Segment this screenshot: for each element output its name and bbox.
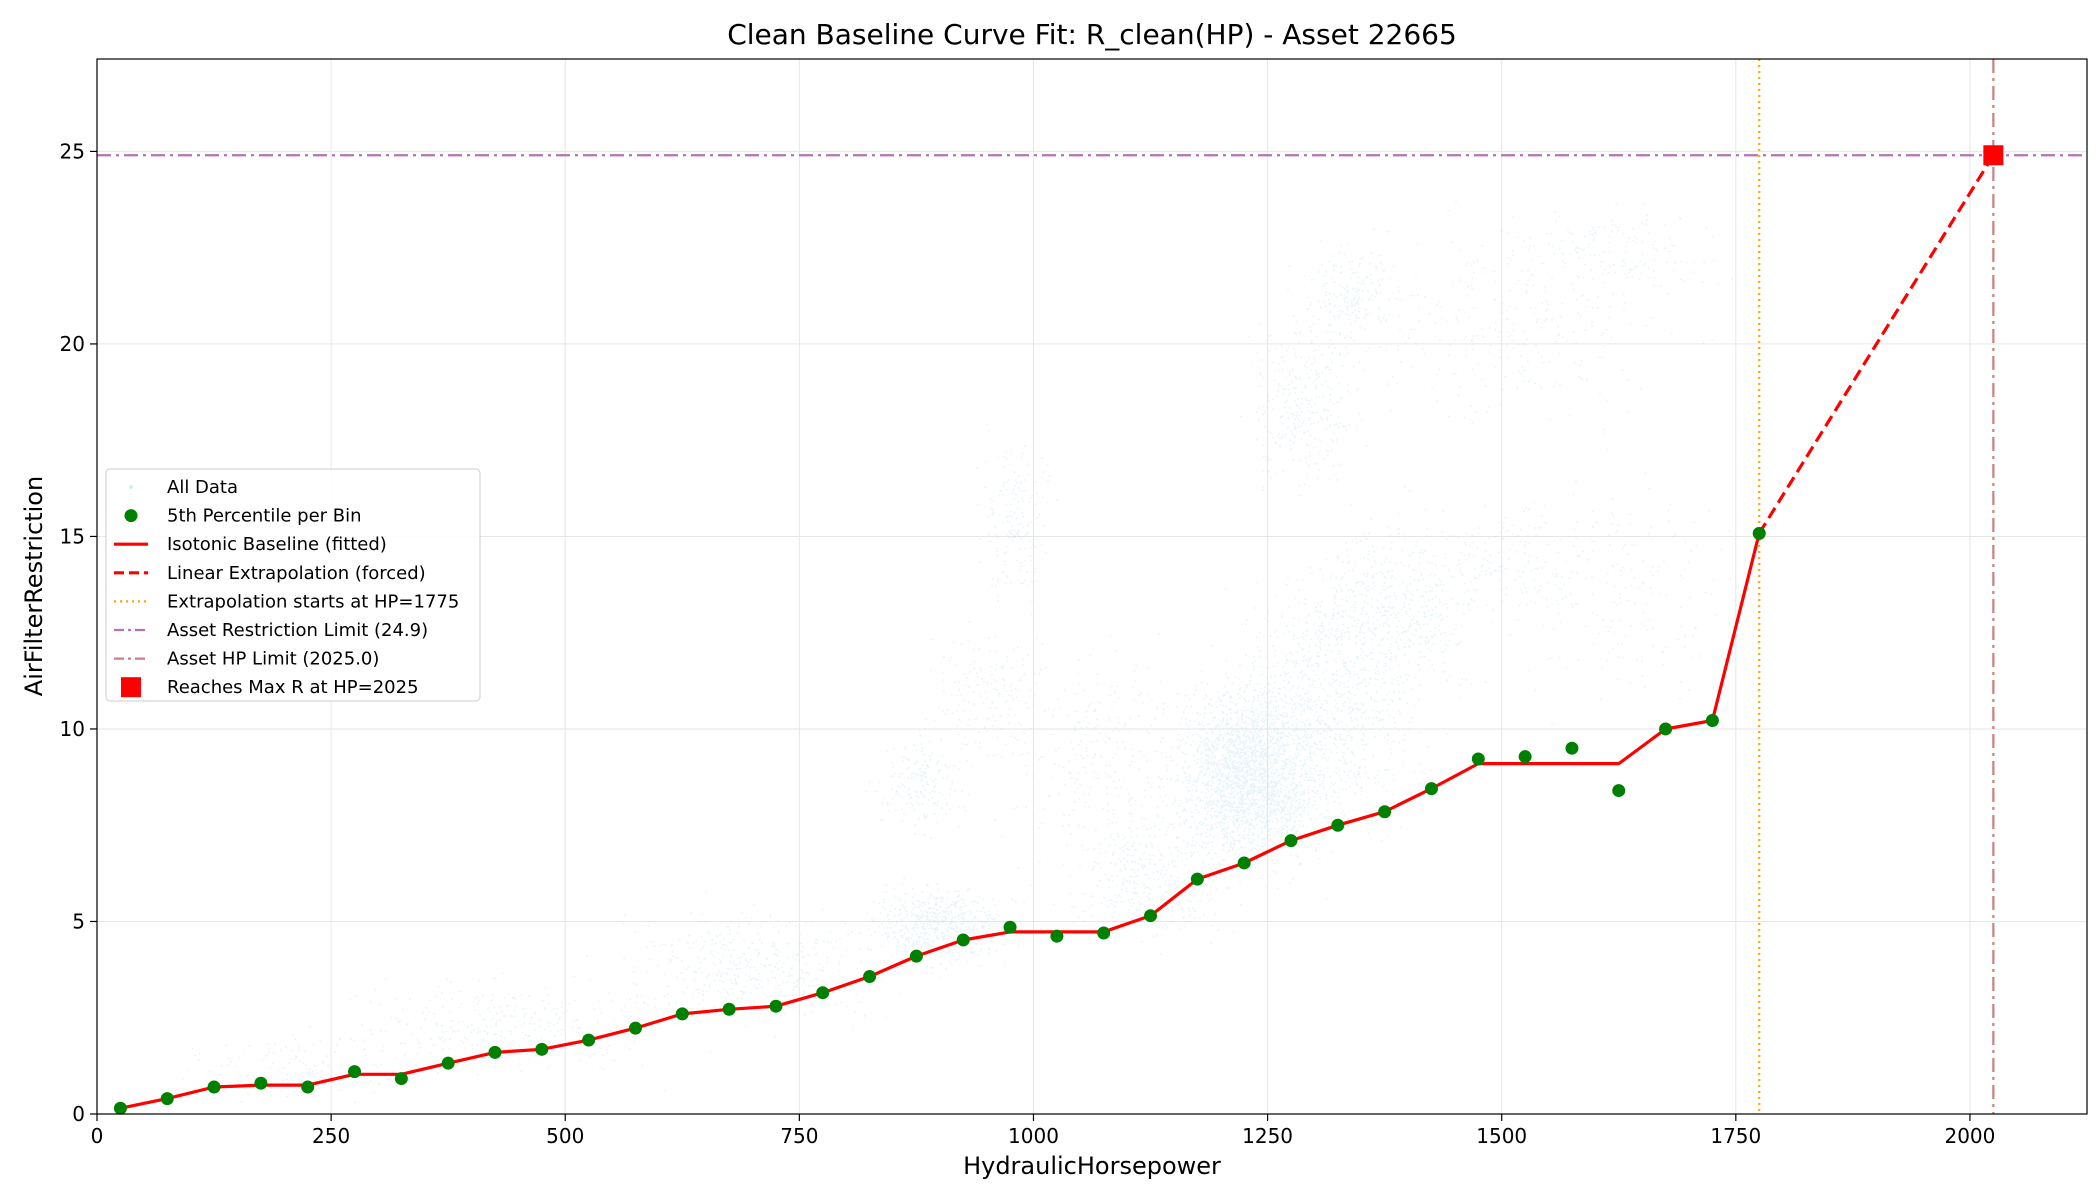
y-axis-title: AirFilterRestriction: [20, 476, 48, 696]
isotonic-baseline-line: [120, 533, 1761, 1110]
percentile-point: [863, 970, 877, 984]
legend-label: Reaches Max R at HP=2025: [167, 677, 419, 698]
legend-item: 5th Percentile per Bin: [124, 506, 362, 527]
percentile-point: [582, 1033, 596, 1047]
percentile-point: [1097, 926, 1111, 940]
x-axis-title: HydraulicHorsepower: [963, 1152, 1221, 1180]
percentile-point: [675, 1007, 689, 1021]
legend-item: Asset HP Limit (2025.0): [114, 649, 379, 670]
legend-item: Reaches Max R at HP=2025: [121, 677, 419, 698]
legend-all-data-swatch: [129, 485, 133, 489]
x-tick-label: 1750: [1710, 1124, 1761, 1148]
y-tick-label: 10: [60, 717, 85, 741]
legend-percentile-swatch: [124, 509, 138, 523]
percentile-point: [628, 1021, 642, 1035]
percentile-point: [769, 999, 783, 1013]
legend: All Data 5th Percentile per Bin Isotonic B…: [105, 468, 481, 702]
reference-lines: [97, 59, 2087, 1114]
x-tick-label: 750: [780, 1124, 818, 1148]
percentile-point: [113, 1101, 127, 1115]
plot-frame: [96, 58, 2088, 1115]
percentile-point: [254, 1076, 268, 1090]
x-tick-label: 2000: [1944, 1124, 1995, 1148]
percentile-point: [1659, 722, 1673, 736]
percentile-point: [909, 949, 923, 963]
legend-label: Asset Restriction Limit (24.9): [167, 620, 428, 641]
y-tick-label: 5: [72, 909, 85, 933]
percentile-point: [816, 986, 830, 1000]
percentile-point: [956, 933, 970, 947]
legend-items: All Data 5th Percentile per Bin Isotonic B…: [114, 477, 459, 698]
x-axis-ticks: 0 250 500 750 1000 1250 1500 1750 2000: [91, 1114, 1995, 1148]
legend-label: Linear Extrapolation (forced): [167, 563, 426, 584]
percentile-point: [301, 1080, 315, 1094]
legend-item: Extrapolation starts at HP=1775: [114, 591, 459, 612]
legend-label: All Data: [167, 477, 238, 498]
legend-item: Asset Restriction Limit (24.9): [114, 620, 428, 641]
series-lines: [120, 154, 1995, 1110]
linear-extrapolation-line: [1757, 154, 1995, 535]
legend-label: Extrapolation starts at HP=1775: [167, 591, 459, 612]
percentile-point: [207, 1080, 221, 1094]
percentile-point: [1144, 909, 1158, 923]
percentile-point: [1284, 834, 1298, 848]
percentile-point: [1612, 784, 1626, 798]
percentile-point: [488, 1045, 502, 1059]
legend-item: Isotonic Baseline (fitted): [114, 534, 387, 555]
legend-label: Asset HP Limit (2025.0): [167, 649, 379, 670]
chart-title: Clean Baseline Curve Fit: R_clean(HP) - …: [727, 18, 1457, 51]
x-tick-label: 250: [312, 1124, 350, 1148]
percentile-point: [1424, 782, 1438, 796]
x-tick-label: 1500: [1476, 1124, 1527, 1148]
legend-box: [105, 468, 481, 702]
percentile-point: [1331, 818, 1345, 832]
x-tick-label: 1250: [1242, 1124, 1293, 1148]
y-tick-label: 15: [60, 524, 85, 548]
percentile-point: [1752, 526, 1766, 540]
percentile-point: [394, 1072, 408, 1086]
percentile-point: [1518, 750, 1532, 764]
percentile-point: [160, 1092, 174, 1106]
percentile-point: [1003, 920, 1017, 934]
x-tick-label: 500: [546, 1124, 584, 1148]
percentile-points: [113, 145, 2004, 1115]
percentile-point: [722, 1002, 736, 1016]
percentile-point: [1050, 929, 1064, 943]
x-tick-label: 1000: [1008, 1124, 1059, 1148]
legend-item: Linear Extrapolation (forced): [114, 563, 426, 584]
percentile-point: [441, 1056, 455, 1070]
y-tick-label: 20: [60, 332, 85, 356]
legend-label: Isotonic Baseline (fitted): [167, 534, 387, 555]
percentile-point: [1565, 741, 1579, 755]
y-axis-ticks: 0 5 10 15 20 25: [60, 139, 97, 1126]
percentile-point: [1190, 872, 1204, 886]
percentile-point: [1705, 713, 1719, 727]
percentile-point: [1378, 805, 1392, 819]
percentile-point: [1471, 752, 1485, 766]
legend-label: 5th Percentile per Bin: [167, 506, 362, 527]
percentile-point: [535, 1042, 549, 1056]
legend-max-marker-swatch: [121, 677, 141, 698]
legend-item: All Data: [129, 477, 238, 498]
x-tick-label: 0: [91, 1124, 104, 1148]
y-tick-label: 0: [72, 1102, 85, 1126]
percentile-point: [1237, 856, 1251, 870]
percentile-point: [348, 1065, 362, 1079]
max-r-marker: [1983, 145, 2004, 166]
y-tick-label: 25: [60, 139, 85, 163]
